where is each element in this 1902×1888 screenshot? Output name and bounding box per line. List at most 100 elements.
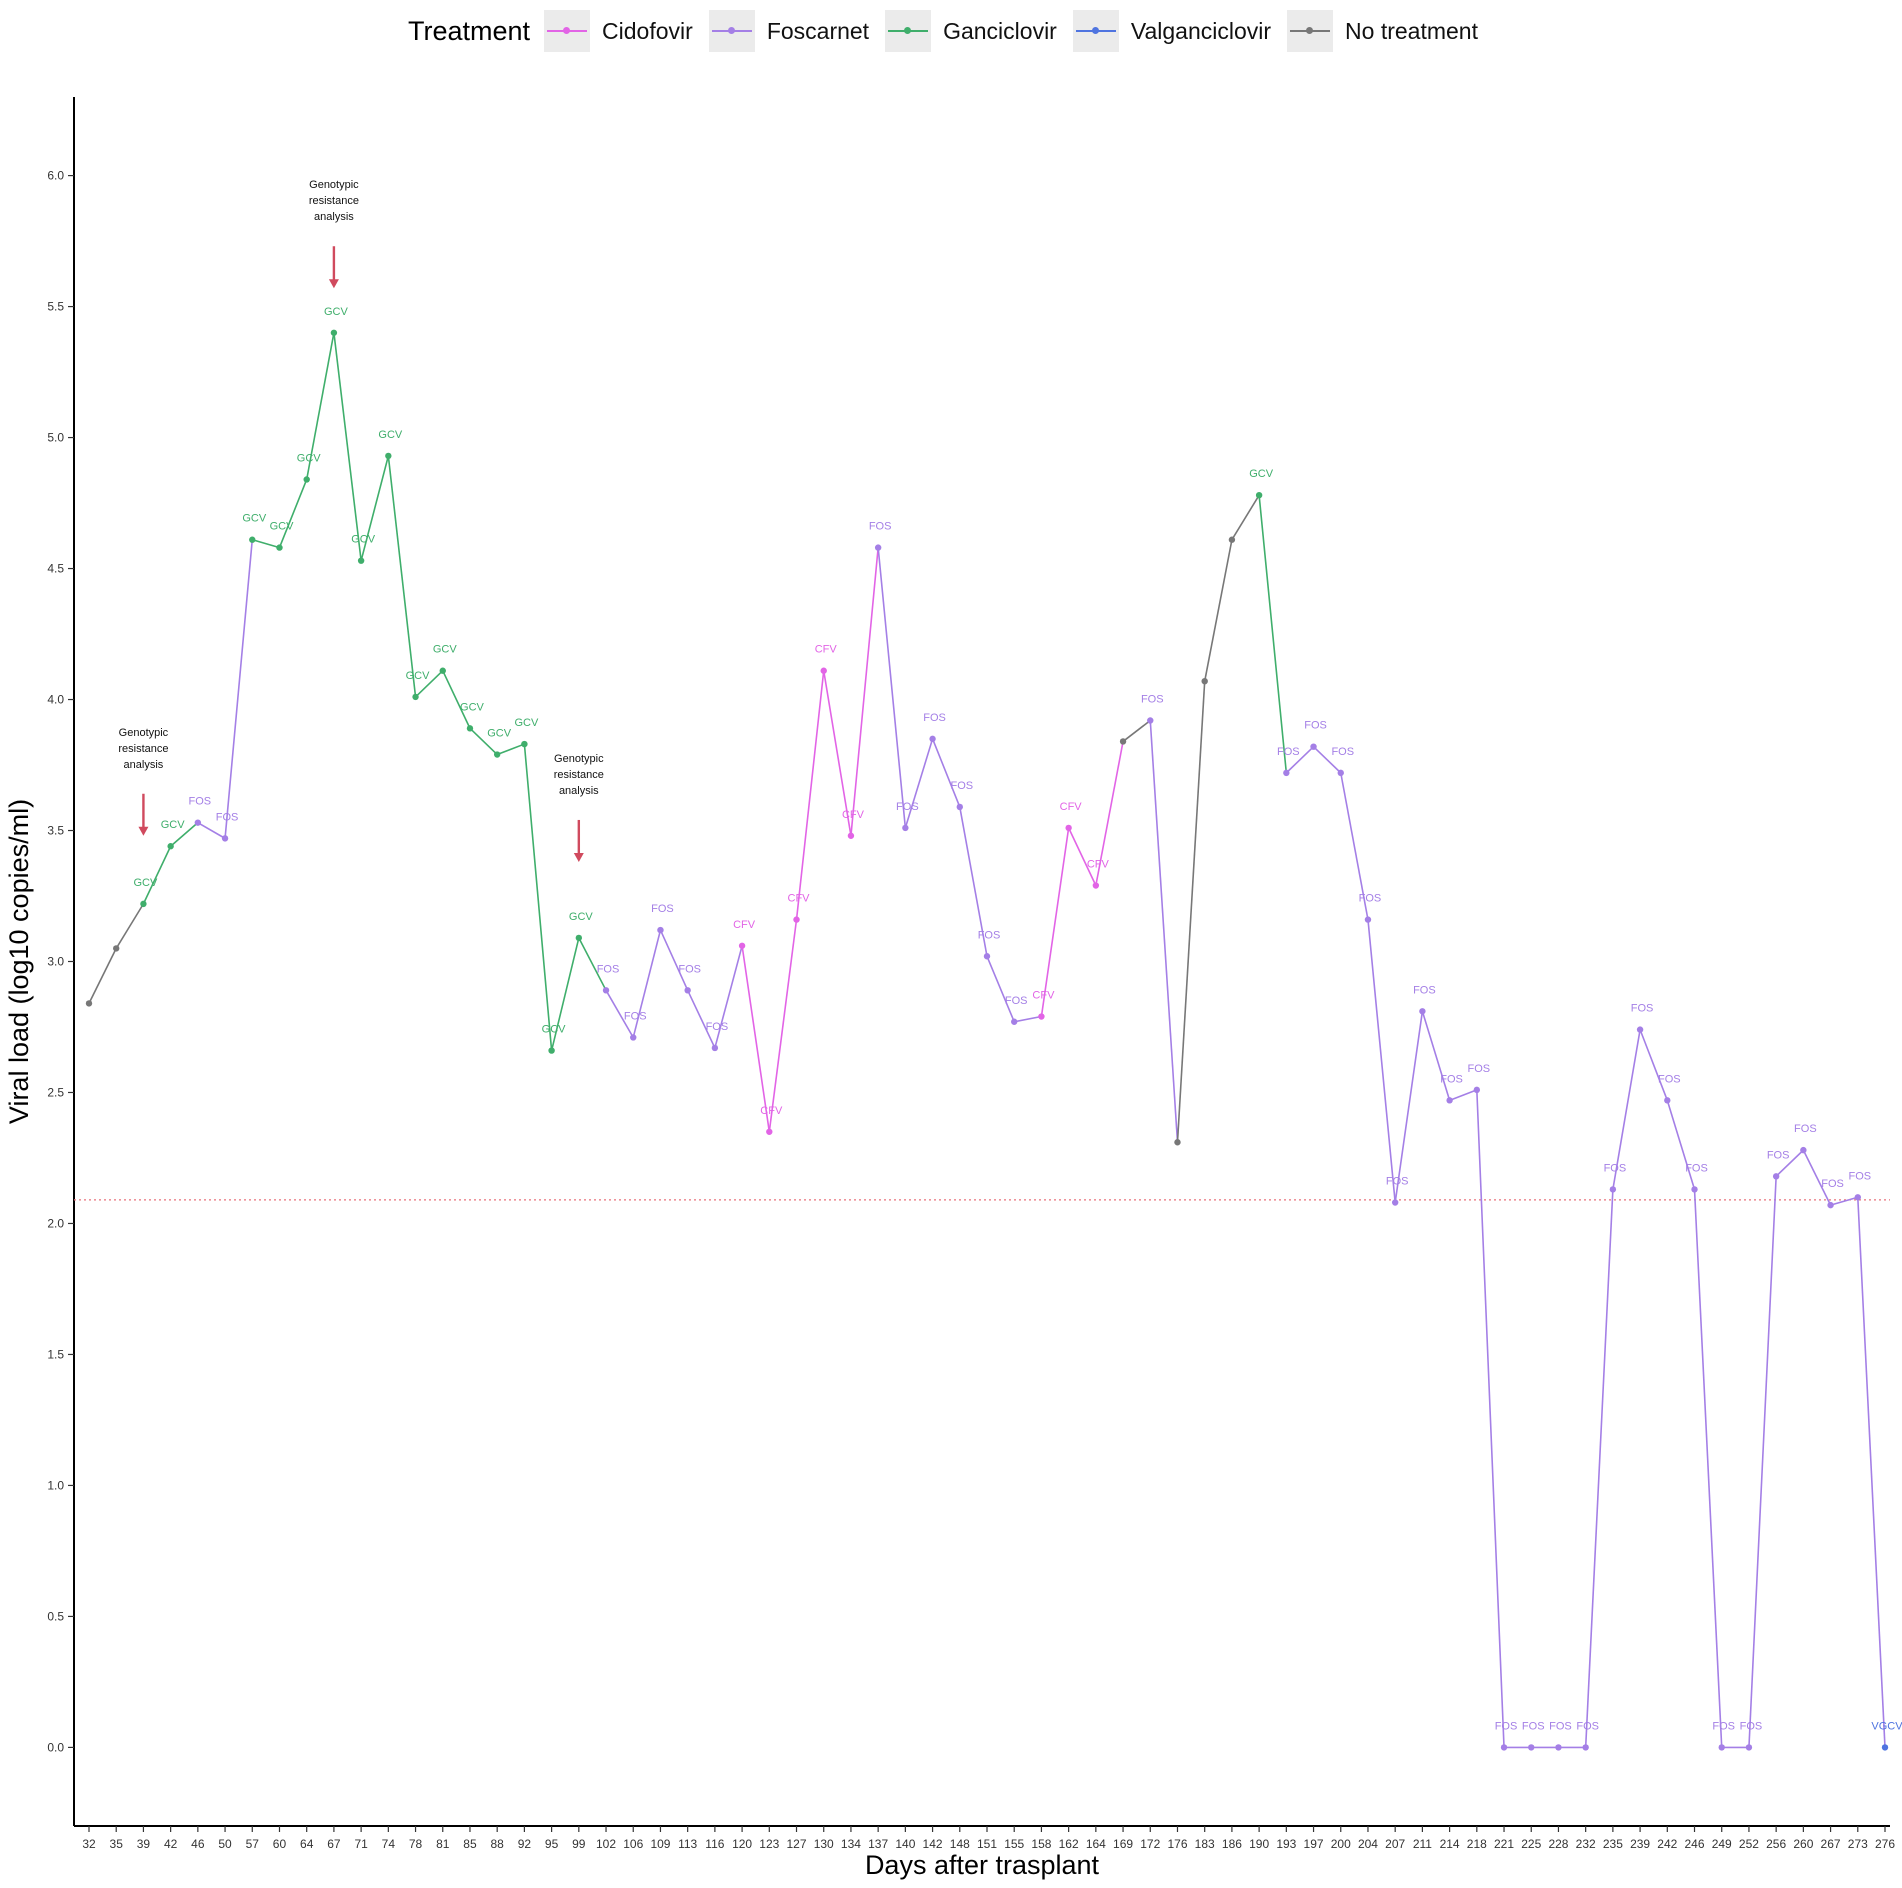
data-label: CFV: [1032, 990, 1055, 1002]
series-segment: [850, 547, 879, 836]
data-label: GCV: [1249, 468, 1274, 480]
data-label: FOS: [1359, 893, 1382, 905]
series-segment: [1830, 1196, 1859, 1206]
data-point: [1528, 1744, 1535, 1751]
data-point: [1473, 1086, 1481, 1094]
series-segment: [1014, 1015, 1042, 1023]
data-point: [167, 843, 174, 850]
x-tick-label: 267: [1821, 1837, 1841, 1851]
data-point: [1446, 1097, 1453, 1104]
series-segment: [1312, 746, 1342, 774]
series-segment: [578, 937, 607, 991]
x-tick-label: 123: [759, 1837, 779, 1851]
x-tick-label: 164: [1086, 1837, 1106, 1851]
data-point: [1364, 916, 1372, 923]
data-point: [140, 900, 147, 908]
data-label: GCV: [297, 452, 322, 464]
data-label: FOS: [1495, 1720, 1518, 1732]
data-point: [439, 667, 446, 674]
series-segment: [1856, 1197, 1886, 1748]
data-label: FOS: [923, 712, 946, 724]
x-tick-label: 32: [82, 1837, 96, 1851]
y-tick-label: 4.5: [47, 562, 64, 576]
data-label: GCV: [324, 306, 349, 318]
series-segment: [1176, 681, 1206, 1143]
data-point: [249, 536, 256, 543]
x-tick-label: 113: [678, 1837, 697, 1851]
data-point: [1310, 743, 1317, 750]
data-point: [85, 1000, 93, 1007]
data-label: FOS: [1141, 693, 1164, 705]
x-tick-label: 172: [1140, 1837, 1160, 1851]
data-label: FOS: [189, 796, 212, 808]
data-label: FOS: [651, 903, 674, 915]
series-segment: [1095, 741, 1124, 886]
x-tick-label: 116: [705, 1837, 724, 1851]
x-tick-label: 64: [300, 1837, 314, 1851]
series-segment: [1748, 1176, 1777, 1748]
data-point: [1092, 882, 1100, 889]
x-tick-label: 155: [1004, 1837, 1024, 1851]
series-segment: [795, 670, 825, 920]
data-point: [194, 819, 202, 826]
data-point: [1827, 1201, 1834, 1209]
y-axis-title: Viral load (log10 copies/ml): [4, 799, 34, 1124]
data-point: [1555, 1744, 1562, 1751]
series-segment: [387, 455, 417, 698]
series-segment: [496, 743, 525, 756]
data-point: [385, 452, 392, 460]
x-tick-label: 242: [1657, 1837, 1677, 1851]
data-label: GCV: [270, 521, 295, 533]
data-label: FOS: [1005, 995, 1028, 1007]
x-tick-label: 85: [463, 1837, 477, 1851]
annotation-text: Genotypic: [554, 753, 604, 765]
data-point: [956, 803, 963, 811]
x-tick-label: 95: [545, 1837, 559, 1851]
legend-label-cidofovir: Cidofovir: [602, 17, 693, 44]
data-label: GCV: [378, 429, 403, 441]
legend-item-no-treatment: No treatment: [1287, 10, 1478, 52]
x-tick-label: 204: [1358, 1837, 1378, 1851]
data-point: [983, 953, 991, 960]
series-segment: [686, 989, 716, 1049]
series-segment: [414, 670, 444, 698]
series-segment: [931, 738, 961, 808]
data-label: GCV: [161, 819, 186, 831]
data-label: FOS: [1712, 1720, 1735, 1732]
legend-key-foscarnet: [708, 10, 755, 52]
series-segment: [632, 929, 662, 1038]
x-tick-label: 218: [1467, 1837, 1487, 1851]
data-label: FOS: [1468, 1063, 1491, 1075]
x-tick-label: 60: [273, 1837, 287, 1851]
x-tick-label: 50: [218, 1837, 232, 1851]
data-label: FOS: [1413, 984, 1436, 996]
data-point: [766, 1128, 773, 1135]
x-tick-label: 57: [246, 1837, 260, 1851]
series-segment: [550, 937, 580, 1051]
data-label: CFV: [733, 919, 756, 931]
data-label: GCV: [542, 1024, 567, 1036]
data-label: FOS: [1685, 1162, 1708, 1174]
annotation-text: resistance: [554, 769, 604, 781]
legend-key-cidofovir: [544, 10, 591, 52]
annotation-text: analysis: [314, 211, 354, 223]
data-point: [657, 926, 664, 934]
series-segment: [1122, 719, 1151, 743]
data-point: [1582, 1744, 1589, 1751]
x-tick-label: 214: [1440, 1837, 1460, 1851]
data-label: GCV: [487, 728, 512, 740]
series-segment: [1339, 772, 1369, 920]
series-segment: [822, 670, 852, 836]
legend-item-foscarnet: Foscarnet: [708, 10, 869, 52]
x-tick-label: 252: [1739, 1837, 1759, 1851]
data-point: [1609, 1186, 1617, 1193]
data-point: [711, 1044, 719, 1052]
x-tick-label: 207: [1385, 1837, 1405, 1851]
legend: Treatment Cidofovir Foscarnet Ganciclovi…: [0, 10, 1902, 52]
series-segment: [1693, 1189, 1723, 1748]
x-tick-label: 246: [1684, 1837, 1704, 1851]
x-tick-label: 92: [518, 1837, 532, 1851]
x-tick-label: 151: [977, 1837, 997, 1851]
series-segment: [877, 547, 907, 828]
